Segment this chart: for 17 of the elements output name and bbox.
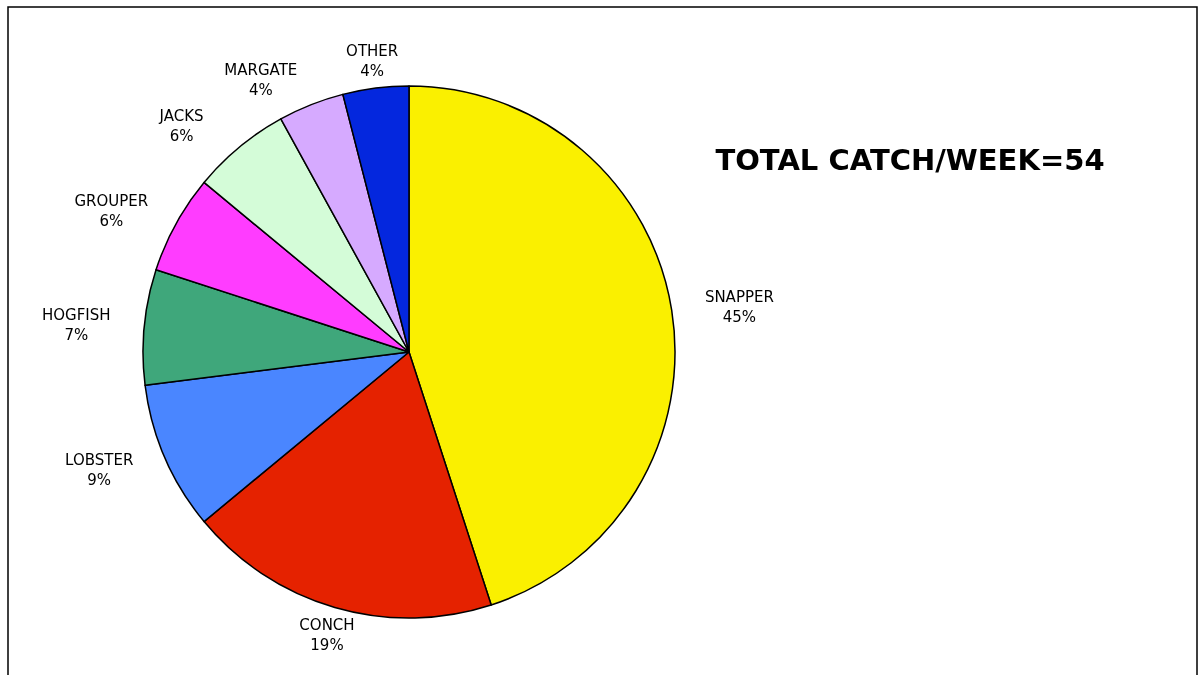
slice-label: GROUPER — [74, 192, 149, 211]
slice-label: OTHER — [346, 42, 399, 61]
slice-label: HOGFISH — [42, 306, 111, 325]
slice-label: MARGATE — [224, 60, 298, 79]
data-label: 7% — [64, 326, 89, 345]
slice-label: SNAPPER — [704, 288, 774, 307]
data-label: 6% — [169, 127, 194, 146]
data-label: 4% — [248, 80, 273, 99]
data-label: 45% — [722, 308, 757, 327]
data-label: 6% — [99, 212, 124, 231]
data-label: 19% — [310, 636, 344, 655]
data-label: 9% — [87, 470, 112, 489]
data-label: 4% — [360, 62, 385, 81]
slice-label: CONCH — [299, 616, 355, 635]
text: TOTAL CATCH/WEEK=54 — [715, 143, 1105, 177]
slice-label: LOBSTER — [65, 450, 134, 469]
slice-label: JACKS — [158, 107, 204, 126]
